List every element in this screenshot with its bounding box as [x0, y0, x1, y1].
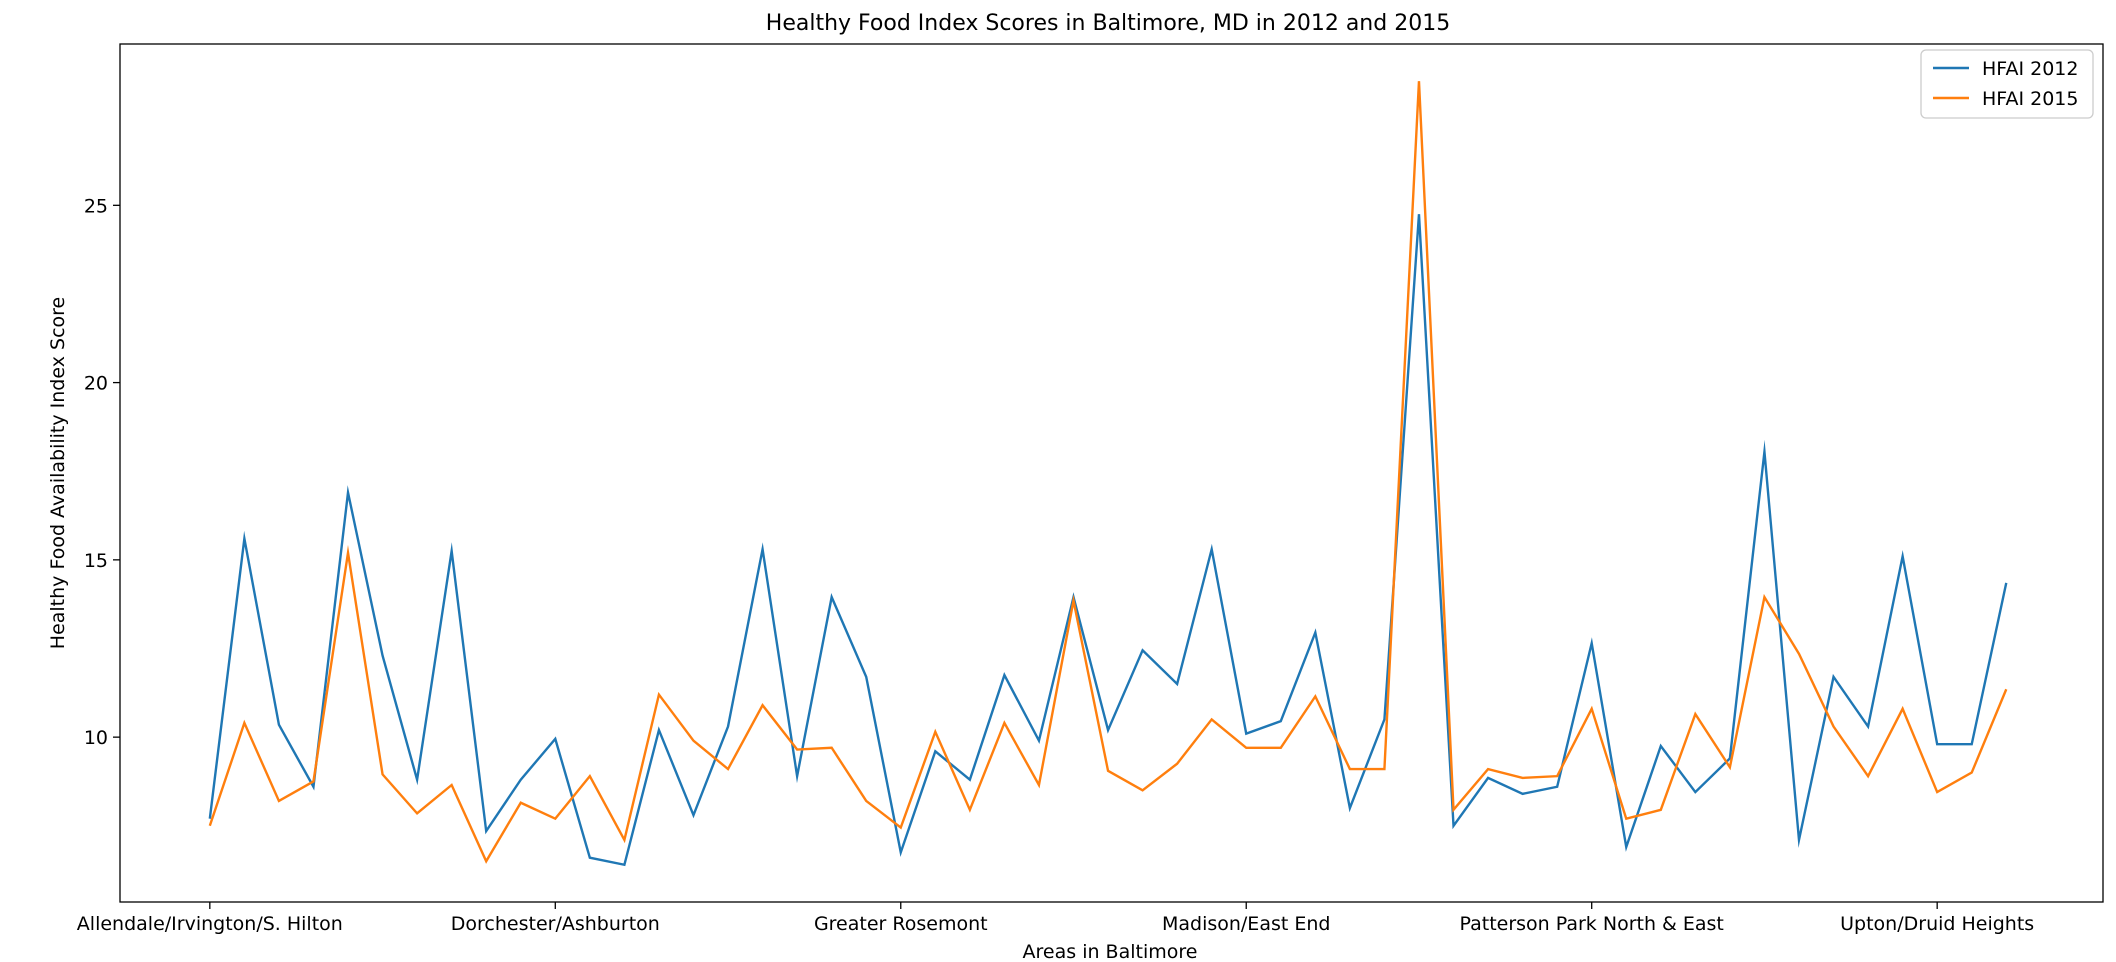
- x-axis: Allendale/Irvington/S. Hilton Dorchester/…: [77, 902, 2034, 935]
- x-tick-label: Dorchester/Ashburton: [451, 913, 660, 935]
- y-tick-label: 20: [84, 373, 108, 395]
- x-tick-label: Upton/Druid Heights: [1840, 913, 2034, 935]
- x-tick-label: Madison/East End: [1162, 913, 1331, 935]
- legend-label-hfai-2012: HFAI 2012: [1982, 58, 2078, 80]
- legend-label-hfai-2015: HFAI 2015: [1982, 88, 2078, 110]
- series-layer: [208, 81, 2008, 867]
- y-tick-label: 25: [84, 195, 108, 217]
- y-axis: 10 15 20 25: [84, 195, 120, 749]
- legend: HFAI 2012 HFAI 2015: [1920, 49, 2094, 119]
- y-tick-label: 10: [84, 727, 108, 749]
- x-tick-label: Patterson Park North & East: [1460, 913, 1724, 935]
- y-axis-label: Healthy Food Availability Index Score: [47, 297, 69, 649]
- x-tick-label: Allendale/Irvington/S. Hilton: [77, 913, 343, 935]
- y-tick-label: 15: [84, 550, 108, 572]
- x-tick-label: Greater Rosemont: [814, 913, 988, 935]
- series-line-hfai-2012: [208, 214, 2008, 867]
- plot-area-frame: [119, 43, 2104, 903]
- chart-title: Healthy Food Index Scores in Baltimore, …: [766, 11, 1450, 36]
- series-line-hfai-2015: [208, 81, 2008, 864]
- x-axis-label: Areas in Baltimore: [1023, 941, 1198, 962]
